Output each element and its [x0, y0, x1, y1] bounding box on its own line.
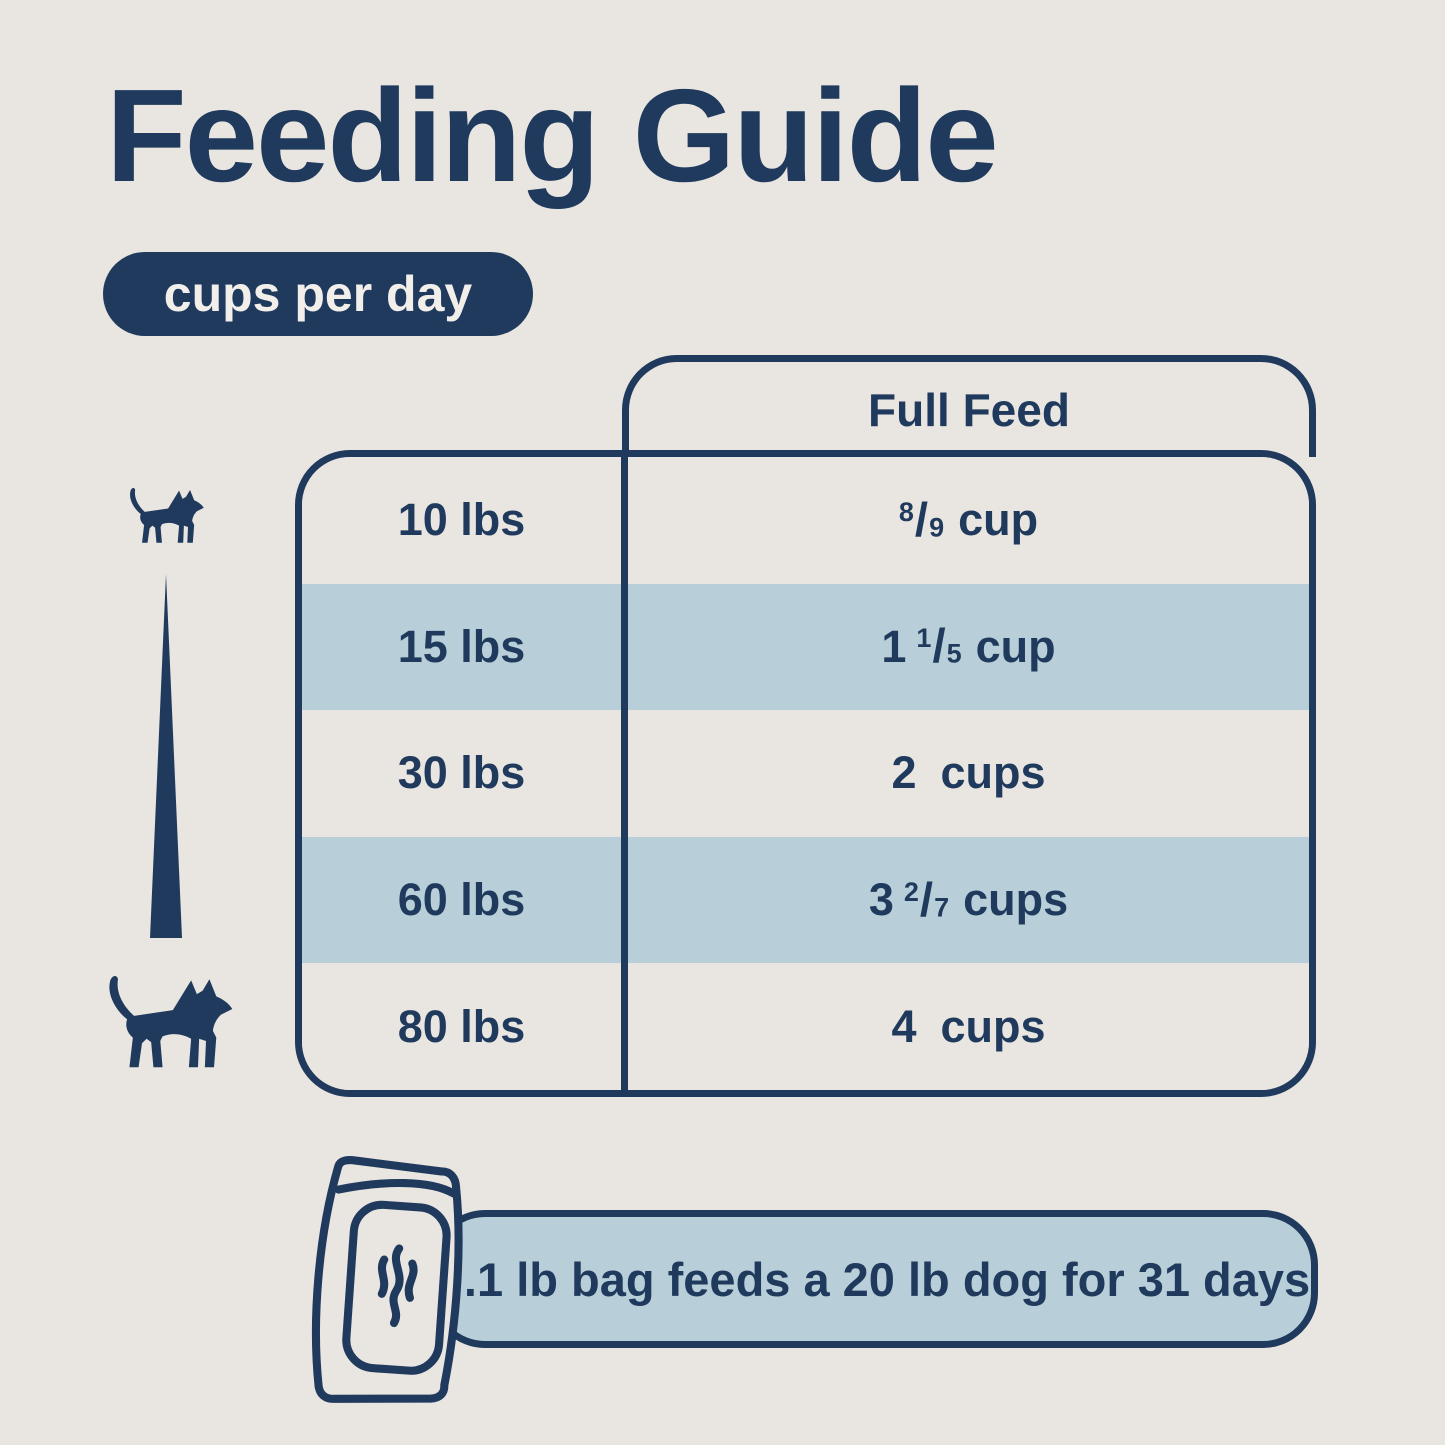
weight-cell: 15 lbs — [397, 620, 526, 672]
bag-feeds-banner: 7.1 lb bag feeds a 20 lb dog for 31 days — [430, 1210, 1318, 1348]
value-cell: 3 2/7 cups — [628, 837, 1309, 964]
value-fraction: 1/5 — [916, 620, 962, 674]
table-row: 60 lbs 3 2/7 cups — [302, 836, 1309, 964]
value-whole: 1 — [881, 620, 907, 672]
weight-cell: 30 lbs — [397, 747, 526, 799]
feeding-table: 10 lbs 8/9 cup 15 lbs 1 1/5 cup 30 lbs 2… — [295, 450, 1316, 1097]
value-cell: 4 / cups — [628, 963, 1309, 1090]
table-row: 80 lbs 4 / cups — [302, 963, 1309, 1090]
cups-per-day-label: cups per day — [163, 266, 473, 322]
weight-cell: 80 lbs — [397, 1000, 526, 1052]
value-unit: cup — [975, 620, 1056, 672]
table-row: 15 lbs 1 1/5 cup — [302, 583, 1309, 711]
value-fraction: 8/9 — [898, 493, 945, 547]
value-unit: cups — [963, 874, 1069, 926]
value-unit: cup — [958, 494, 1039, 546]
column-divider — [621, 457, 628, 1090]
value-unit: cups — [940, 747, 1046, 799]
value-whole: 4 — [891, 1000, 917, 1052]
value-cell: 8/9 cup — [628, 457, 1309, 584]
table-row: 30 lbs 2 / cups — [302, 710, 1309, 837]
value-cell: 1 1/5 cup — [628, 584, 1309, 711]
value-unit: cups — [940, 1000, 1046, 1052]
large-dog-icon — [109, 975, 233, 1068]
size-gradient-wedge — [150, 574, 182, 938]
value-fraction: 2/7 — [903, 873, 950, 927]
bag-feeds-note: 7.1 lb bag feeds a 20 lb dog for 31 days — [437, 1252, 1311, 1306]
weight-cell: 10 lbs — [397, 494, 526, 546]
full-feed-column-header: Full Feed — [622, 355, 1316, 457]
value-whole: 3 — [868, 874, 894, 926]
page-title: Feeding Guide — [106, 62, 999, 209]
value-cell: 2 / cups — [628, 710, 1309, 837]
weight-cell: 60 lbs — [397, 874, 526, 926]
small-dog-icon — [130, 487, 204, 543]
table-row: 10 lbs 8/9 cup — [302, 457, 1309, 584]
cups-per-day-badge: cups per day — [103, 252, 533, 336]
dog-food-bag-icon — [311, 1156, 463, 1403]
full-feed-label: Full Feed — [868, 383, 1070, 436]
value-whole: 2 — [891, 747, 917, 799]
